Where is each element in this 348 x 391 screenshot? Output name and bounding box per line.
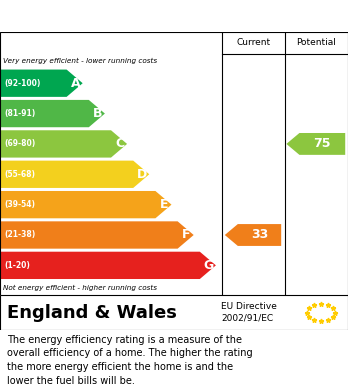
Text: (39-54): (39-54)	[4, 200, 35, 209]
Text: England & Wales: England & Wales	[7, 303, 177, 321]
Text: E: E	[160, 198, 168, 211]
Text: D: D	[137, 168, 147, 181]
Text: (55-68): (55-68)	[4, 170, 35, 179]
Text: 33: 33	[251, 228, 268, 242]
Text: Energy Efficiency Rating: Energy Efficiency Rating	[7, 9, 217, 23]
Text: Not energy efficient - higher running costs: Not energy efficient - higher running co…	[3, 285, 158, 291]
Polygon shape	[0, 100, 105, 127]
Polygon shape	[0, 130, 127, 158]
Text: (69-80): (69-80)	[4, 140, 35, 149]
Text: 75: 75	[314, 137, 331, 151]
Text: B: B	[93, 107, 102, 120]
Polygon shape	[0, 191, 172, 218]
Text: Very energy efficient - lower running costs: Very energy efficient - lower running co…	[3, 58, 158, 64]
Polygon shape	[0, 161, 149, 188]
Text: G: G	[204, 259, 214, 272]
Polygon shape	[0, 252, 216, 279]
Polygon shape	[0, 70, 83, 97]
Text: (1-20): (1-20)	[4, 261, 30, 270]
Text: Current: Current	[236, 38, 270, 47]
Text: F: F	[182, 228, 191, 242]
Polygon shape	[286, 133, 345, 155]
Text: The energy efficiency rating is a measure of the
overall efficiency of a home. T: The energy efficiency rating is a measur…	[7, 335, 253, 386]
Text: EU Directive
2002/91/EC: EU Directive 2002/91/EC	[221, 302, 277, 323]
Text: (81-91): (81-91)	[4, 109, 35, 118]
Polygon shape	[225, 224, 281, 246]
Text: A: A	[71, 77, 80, 90]
Text: (92-100): (92-100)	[4, 79, 41, 88]
Text: Potential: Potential	[296, 38, 336, 47]
Polygon shape	[0, 221, 194, 249]
Text: (21-38): (21-38)	[4, 231, 35, 240]
Text: C: C	[115, 137, 125, 151]
